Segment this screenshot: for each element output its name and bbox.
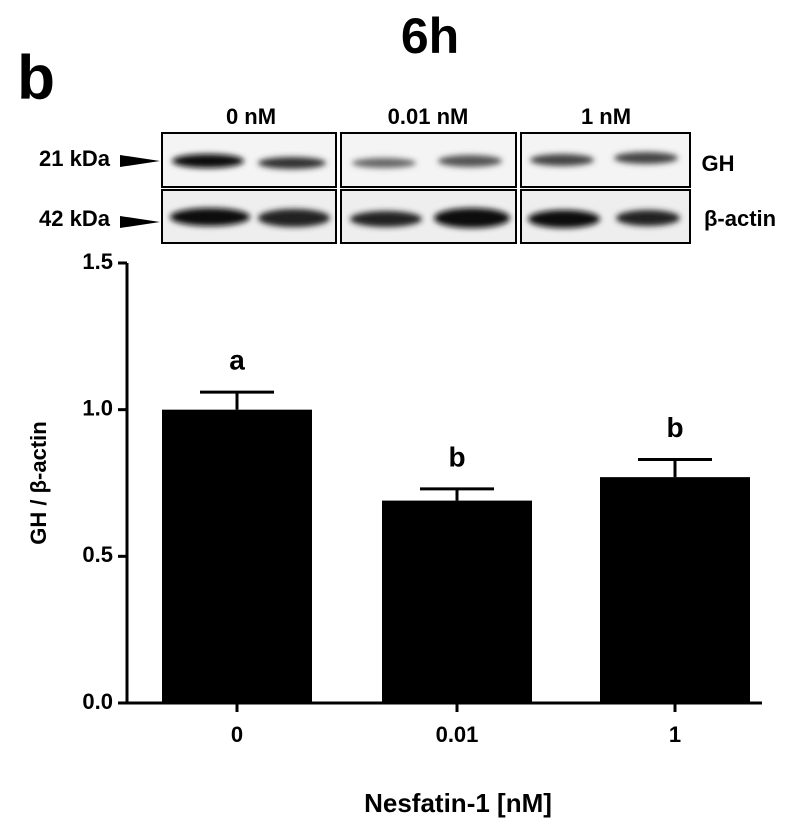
chart-title: 6h: [401, 8, 459, 64]
lane-label: 0 nM: [226, 104, 276, 129]
significance-label: b: [448, 441, 465, 472]
x-tick-label: 0.01: [436, 722, 479, 747]
size-label: 21 kDa: [39, 146, 111, 171]
x-tick-label: 0: [231, 722, 243, 747]
y-tick-label: 1.5: [82, 249, 113, 274]
bar: [600, 477, 750, 703]
lane-label: 0.01 nM: [388, 104, 469, 129]
blot-image: [161, 132, 691, 244]
size-label: 42 kDa: [39, 206, 111, 231]
arrow: [120, 155, 160, 167]
protein-label: GH: [702, 151, 735, 176]
y-tick-label: 1.0: [82, 395, 113, 420]
x-axis-title: Nesfatin-1 [nM]: [364, 788, 552, 818]
x-tick-label: 1: [669, 722, 681, 747]
significance-label: b: [666, 412, 683, 443]
lane-label: 1 nM: [581, 104, 631, 129]
panel-label: b: [17, 43, 55, 112]
significance-label: a: [229, 344, 245, 375]
y-axis-title: GH / β-actin: [26, 421, 51, 544]
bar: [382, 500, 532, 703]
arrow: [120, 216, 160, 228]
bar: [162, 409, 312, 703]
y-tick-label: 0.5: [82, 542, 113, 567]
y-tick-label: 0.0: [82, 689, 113, 714]
protein-label: β-actin: [704, 206, 776, 231]
